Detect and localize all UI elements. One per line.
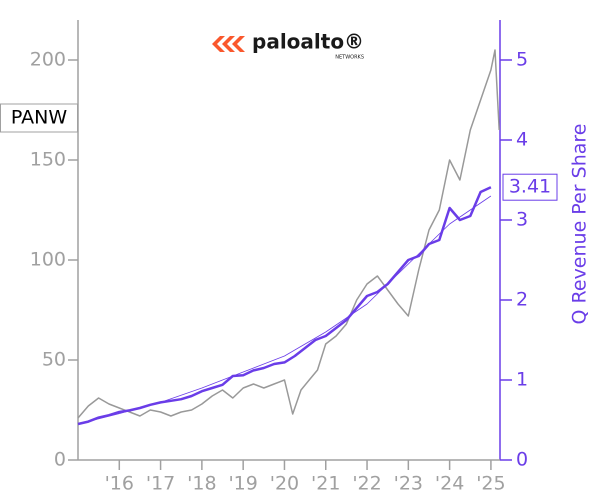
x-tick-label: '20 [270, 473, 299, 495]
logo-icon [232, 36, 245, 52]
last-value-label: 3.41 [509, 176, 551, 198]
chart-subtitle: NETWORKS [335, 55, 364, 61]
last-value-box [502, 173, 558, 201]
logo-icon [222, 36, 235, 52]
x-tick-label: '22 [352, 473, 381, 495]
x-tick-label: '23 [394, 473, 423, 495]
y2-tick-label: 5 [516, 49, 528, 71]
y-tick-label: 50 [42, 349, 66, 371]
x-tick-label: '25 [476, 473, 505, 495]
series-line [77, 195, 492, 425]
series-label: PANW [11, 107, 67, 129]
series-line [77, 49, 500, 419]
series-label-box [0, 103, 78, 133]
chart-title: paloalto® [252, 30, 364, 54]
x-tick-label: '19 [228, 473, 257, 495]
x-tick-label: '24 [435, 473, 464, 495]
y-tick-label: 150 [30, 149, 66, 171]
y2-tick-label: 2 [516, 289, 528, 311]
y2-tick-label: 3 [516, 209, 528, 231]
x-tick-label: '18 [187, 473, 216, 495]
y-tick-label: 0 [54, 449, 66, 471]
y-tick-label: 100 [30, 249, 66, 271]
y2-tick-label: 0 [516, 449, 528, 471]
x-tick-label: '16 [105, 473, 134, 495]
logo: paloalto® NETWORKS [212, 30, 364, 61]
y-tick-label: 200 [30, 49, 66, 71]
series-line [77, 186, 492, 426]
y2-tick-label: 1 [516, 369, 528, 391]
y2-tick-label: 4 [516, 129, 528, 151]
logo-icon [212, 36, 225, 52]
y2-axis-label: Q Revenue Per Share [569, 124, 591, 325]
x-tick-label: '17 [146, 473, 175, 495]
x-tick-label: '21 [311, 473, 340, 495]
